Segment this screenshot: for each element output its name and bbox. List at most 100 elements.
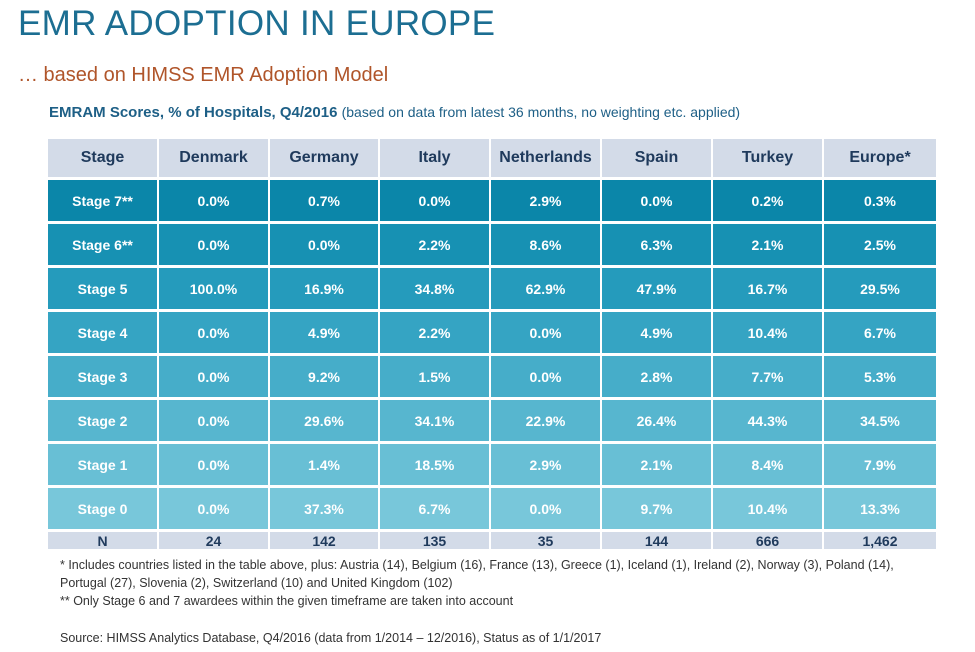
table-cell: 8.6%: [491, 224, 602, 268]
header-netherlands: Netherlands: [491, 139, 602, 180]
table-cell: 6.7%: [380, 488, 491, 532]
emram-table: Stage Denmark Germany Italy Netherlands …: [48, 139, 936, 549]
caption-note: (based on data from latest 36 months, no…: [341, 104, 741, 120]
table-cell: 0.0%: [491, 356, 602, 400]
n-cell: 144: [602, 532, 713, 549]
header-europe: Europe*: [824, 139, 936, 180]
header-denmark: Denmark: [159, 139, 270, 180]
table-cell: 0.0%: [159, 356, 270, 400]
n-cell: 135: [380, 532, 491, 549]
table-cell: 0.0%: [491, 488, 602, 532]
n-cell: 24: [159, 532, 270, 549]
table-cell: Stage 3: [48, 356, 159, 400]
table-cell: 37.3%: [270, 488, 380, 532]
footnotes: * Includes countries listed in the table…: [60, 556, 920, 610]
table-cell: 5.3%: [824, 356, 936, 400]
n-row: N 24 142 135 35 144 666 1,462: [48, 532, 936, 549]
table-cell: Stage 4: [48, 312, 159, 356]
table-cell: 16.7%: [713, 268, 824, 312]
table-caption: EMRAM Scores, % of Hospitals, Q4/2016 (b…: [49, 104, 740, 121]
table-cell: 2.1%: [602, 444, 713, 488]
table-cell: 0.0%: [159, 224, 270, 268]
table-row: Stage 2 0.0% 29.6% 34.1% 22.9% 26.4% 44.…: [48, 400, 936, 444]
table-cell: Stage 0: [48, 488, 159, 532]
table-cell: 2.5%: [824, 224, 936, 268]
header-germany: Germany: [270, 139, 380, 180]
table-row: Stage 4 0.0% 4.9% 2.2% 0.0% 4.9% 10.4% 6…: [48, 312, 936, 356]
table-cell: 47.9%: [602, 268, 713, 312]
table-cell: 0.0%: [380, 180, 491, 224]
header-stage: Stage: [48, 139, 159, 180]
table-cell: 2.9%: [491, 444, 602, 488]
table-cell: 0.0%: [491, 312, 602, 356]
n-cell: N: [48, 532, 159, 549]
table-cell: 100.0%: [159, 268, 270, 312]
source-note: Source: HIMSS Analytics Database, Q4/201…: [60, 631, 602, 645]
table-cell: 9.2%: [270, 356, 380, 400]
table-cell: Stage 5: [48, 268, 159, 312]
table-row: Stage 0 0.0% 37.3% 6.7% 0.0% 9.7% 10.4% …: [48, 488, 936, 532]
footnote-awardees: ** Only Stage 6 and 7 awardees within th…: [60, 594, 514, 608]
table-cell: 29.6%: [270, 400, 380, 444]
table-cell: 34.1%: [380, 400, 491, 444]
table-cell: 7.9%: [824, 444, 936, 488]
table-cell: 2.2%: [380, 224, 491, 268]
table-row: Stage 7** 0.0% 0.7% 0.0% 2.9% 0.0% 0.2% …: [48, 180, 936, 224]
table-row: Stage 5 100.0% 16.9% 34.8% 62.9% 47.9% 1…: [48, 268, 936, 312]
table-cell: 0.0%: [159, 400, 270, 444]
table-cell: 34.8%: [380, 268, 491, 312]
n-cell: 1,462: [824, 532, 936, 549]
table-cell: 0.0%: [159, 488, 270, 532]
table-cell: 0.3%: [824, 180, 936, 224]
table-cell: 10.4%: [713, 312, 824, 356]
table-cell: 2.9%: [491, 180, 602, 224]
table-cell: 0.0%: [602, 180, 713, 224]
table-row: Stage 1 0.0% 1.4% 18.5% 2.9% 2.1% 8.4% 7…: [48, 444, 936, 488]
n-cell: 666: [713, 532, 824, 549]
table-cell: 1.5%: [380, 356, 491, 400]
table-cell: 16.9%: [270, 268, 380, 312]
header-turkey: Turkey: [713, 139, 824, 180]
table-cell: 4.9%: [270, 312, 380, 356]
table-cell: 6.3%: [602, 224, 713, 268]
table-header-row: Stage Denmark Germany Italy Netherlands …: [48, 139, 936, 180]
table-cell: 0.0%: [159, 444, 270, 488]
table-cell: 34.5%: [824, 400, 936, 444]
table-row: Stage 3 0.0% 9.2% 1.5% 0.0% 2.8% 7.7% 5.…: [48, 356, 936, 400]
table-row: Stage 6** 0.0% 0.0% 2.2% 8.6% 6.3% 2.1% …: [48, 224, 936, 268]
table-cell: 9.7%: [602, 488, 713, 532]
table-cell: 10.4%: [713, 488, 824, 532]
table-cell: 18.5%: [380, 444, 491, 488]
table-cell: 2.1%: [713, 224, 824, 268]
table-cell: 0.0%: [159, 312, 270, 356]
table-cell: 4.9%: [602, 312, 713, 356]
page-title: EMR ADOPTION IN EUROPE: [18, 4, 496, 43]
table-cell: 62.9%: [491, 268, 602, 312]
table-cell: 26.4%: [602, 400, 713, 444]
table-cell: 13.3%: [824, 488, 936, 532]
table-cell: Stage 6**: [48, 224, 159, 268]
table-cell: 6.7%: [824, 312, 936, 356]
table-cell: 0.7%: [270, 180, 380, 224]
n-cell: 142: [270, 532, 380, 549]
table-cell: 7.7%: [713, 356, 824, 400]
table-cell: 0.0%: [270, 224, 380, 268]
footnote-countries: * Includes countries listed in the table…: [60, 558, 894, 590]
table-cell: 2.8%: [602, 356, 713, 400]
table-cell: Stage 7**: [48, 180, 159, 224]
table-cell: 44.3%: [713, 400, 824, 444]
header-italy: Italy: [380, 139, 491, 180]
table-cell: 0.2%: [713, 180, 824, 224]
table-cell: Stage 1: [48, 444, 159, 488]
table-cell: 8.4%: [713, 444, 824, 488]
page-subtitle: … based on HIMSS EMR Adoption Model: [18, 64, 389, 86]
n-cell: 35: [491, 532, 602, 549]
table-cell: Stage 2: [48, 400, 159, 444]
caption-main: EMRAM Scores, % of Hospitals, Q4/2016: [49, 104, 338, 121]
table-cell: 29.5%: [824, 268, 936, 312]
table-cell: 2.2%: [380, 312, 491, 356]
table-cell: 1.4%: [270, 444, 380, 488]
table-cell: 0.0%: [159, 180, 270, 224]
header-spain: Spain: [602, 139, 713, 180]
table-cell: 22.9%: [491, 400, 602, 444]
